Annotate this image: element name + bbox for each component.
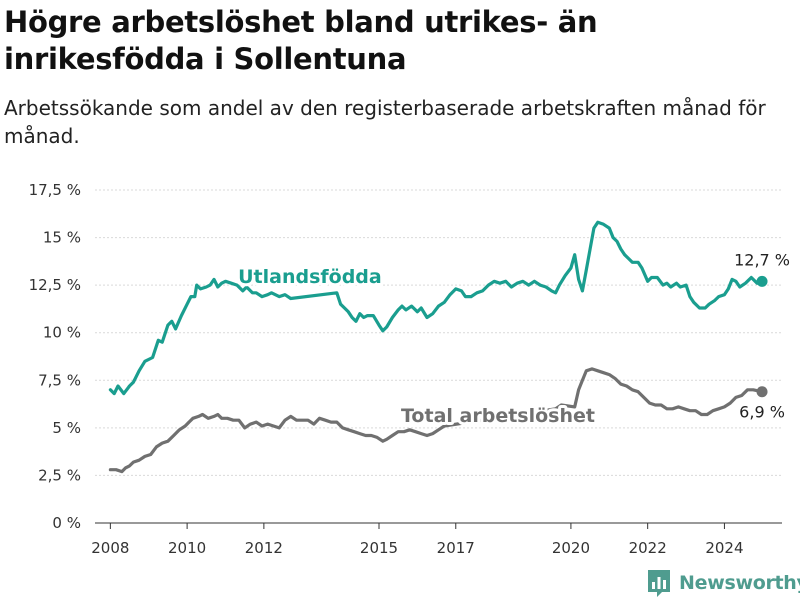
newsworthy-brand: Newsworthy (646, 566, 800, 600)
series-line-utlandsfodda (108, 220, 764, 396)
chart-subtitle: Arbetssökande som andel av den registerb… (4, 96, 766, 148)
bar-chart-logo-icon (648, 570, 670, 597)
x-tick-label: 2024 (705, 539, 743, 557)
series-end-point (756, 275, 768, 287)
x-tick-label: 2008 (91, 539, 129, 557)
grid-layer (95, 189, 782, 476)
y-tick-label: 17,5 % (29, 181, 81, 199)
series-end-label: 12,7 % (734, 250, 790, 269)
x-tick-label: 2010 (168, 539, 206, 557)
x-tick-label: 2012 (245, 539, 283, 557)
series-layer (108, 220, 768, 474)
label-layer: 12,7 % 6,9 % Utlandsfödda Total arbetslöshe… (235, 248, 792, 430)
x-tick-label: 2020 (552, 539, 590, 557)
chart-title: Högre arbetslöshet bland utrikes- än inr… (4, 5, 598, 76)
series-line-total (108, 367, 764, 474)
series-annotation: Utlandsfödda (238, 266, 382, 288)
x-tick-label: 2017 (437, 539, 475, 557)
x-tick-label: 2015 (360, 539, 398, 557)
y-tick-label: 7,5 % (38, 371, 81, 389)
y-tick-label: 15 % (43, 229, 81, 247)
series-annotation: Total arbetslöshet (401, 405, 595, 427)
y-tick-label: 2,5 % (38, 466, 81, 484)
y-tick-label: 12,5 % (29, 276, 81, 294)
x-tick-label: 2022 (629, 539, 667, 557)
axis-layer: 0 % 2,5 % 5 % 7,5 % 10 % 12,5 % 15 % 17,5 % 2008… (29, 181, 782, 557)
series-end-point (756, 386, 768, 398)
series-end-label: 6,9 % (739, 403, 785, 422)
y-tick-label: 10 % (43, 324, 81, 342)
brand-name: Newsworthy (679, 572, 800, 594)
y-tick-label: 0 % (52, 514, 81, 532)
y-tick-label: 5 % (52, 419, 81, 437)
